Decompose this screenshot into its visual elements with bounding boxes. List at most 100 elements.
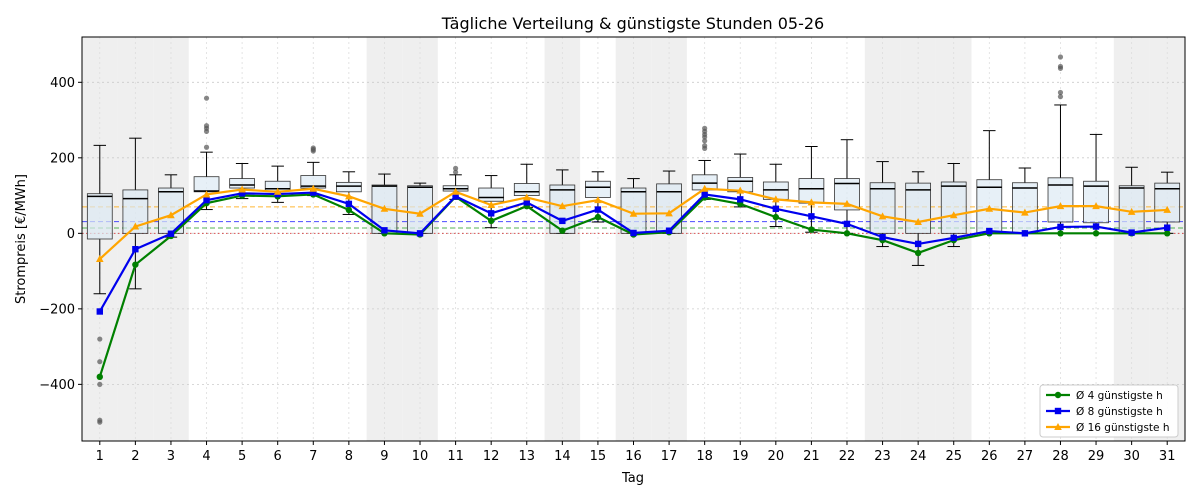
box-iqr [869,182,896,234]
series-point [1021,208,1029,216]
x-tick-label: 12 [483,449,500,464]
outlier-point [97,381,103,387]
y-tick-label: −400 [39,378,75,393]
x-tick-label: 16 [625,449,642,464]
series-point [1021,230,1029,237]
series-point [1056,202,1065,210]
chart-title: Tägliche Verteilung & günstigste Stunden… [441,14,824,33]
y-tick-label: −200 [39,302,75,317]
series-point [522,193,531,201]
series-point [238,185,246,193]
series-point [986,227,993,235]
box-iqr [940,181,967,234]
x-tick-label: 17 [661,449,678,464]
legend-label: Ø 8 günstigste h [1076,406,1163,418]
series-point [1092,230,1100,237]
series-point [451,187,460,195]
series-point [416,230,424,237]
legend-item-2: Ø 8 günstigste h [1046,406,1163,418]
series-point [96,308,103,315]
x-axis-ticks: 1 2 3 4 5 6 7 8 9 10 11 12 13 14 15 16 17 18 19 20 21 22 23 24 2… [96,441,1176,464]
outlier-point [452,165,459,171]
series-point [879,233,886,241]
x-tick-label: 31 [1159,449,1176,464]
legend-marker [1054,391,1062,399]
x-tick-label: 20 [768,449,785,464]
series-point [523,199,530,206]
outlier-point [203,123,210,129]
x-tick-label: 10 [412,449,429,464]
series-point [132,261,139,268]
x-tick-label: 26 [981,449,998,464]
boxplot-day-1 [86,144,113,425]
series-point [1164,230,1171,237]
boxplot-day-7 [300,145,327,197]
x-tick-label: 27 [1017,449,1034,464]
series-point [416,209,424,217]
series-point [559,227,566,234]
x-tick-label: 19 [732,449,749,464]
x-tick-label: 22 [839,449,856,464]
boxplot-day-20 [762,163,789,228]
outlier-point [97,419,103,425]
series-point [985,204,994,212]
outlier-point [702,138,708,144]
series-point [594,213,602,221]
boxplot-day-27 [1012,167,1038,234]
series-point [1057,230,1064,237]
legend-label: Ø 16 günstigste h [1076,422,1170,434]
y-tick-label: 0 [67,227,75,242]
x-tick-label: 28 [1052,449,1069,464]
x-tick-label: 14 [554,449,571,464]
legend-item-3: Ø 16 günstigste h [1046,422,1170,434]
x-axis-label: Tag [621,471,644,486]
outlier-point [203,144,210,150]
series-point [381,227,388,234]
boxplot-day-23 [869,161,896,248]
series-point [1092,202,1100,210]
box-iqr [478,187,505,202]
series-point [808,226,815,233]
x-tick-label: 3 [167,449,175,464]
series-point [345,206,353,214]
series-point [238,190,246,197]
x-tick-label: 8 [345,449,353,464]
outlier-point [203,95,210,101]
series-point [772,195,780,203]
x-tick-label: 30 [1123,449,1140,464]
x-tick-label: 18 [696,449,713,464]
series-point [487,217,495,225]
series-point [1092,223,1100,230]
series-point [380,204,389,212]
series-point [843,199,851,207]
outlier-point [97,359,103,365]
series-point [665,209,673,217]
outlier-point [702,125,708,131]
y-axis-ticks: −400 −200 0 200 400 [39,76,82,393]
series-point [131,222,140,230]
series-point [452,193,459,200]
series-point [345,192,353,200]
series-point [1163,205,1172,213]
outlier-point [1057,54,1064,60]
y-tick-label: 400 [50,76,75,91]
x-tick-label: 23 [874,449,891,464]
legend-item-1: Ø 4 günstigste h [1046,390,1163,402]
series-point [309,184,318,192]
series-point [878,212,887,220]
x-tick-label: 4 [202,449,210,464]
x-tick-label: 9 [380,449,388,464]
series-point [1164,224,1171,231]
series-point [737,196,744,203]
series-point [345,200,353,208]
series-point [665,227,673,234]
x-tick-label: 5 [238,449,246,464]
legend-marker [1054,423,1062,430]
series-point [202,190,211,198]
x-tick-label: 21 [803,449,820,464]
outlier-point [702,143,708,149]
series-point [1057,223,1064,231]
box-iqr [193,176,220,193]
x-tick-label: 24 [910,449,927,464]
